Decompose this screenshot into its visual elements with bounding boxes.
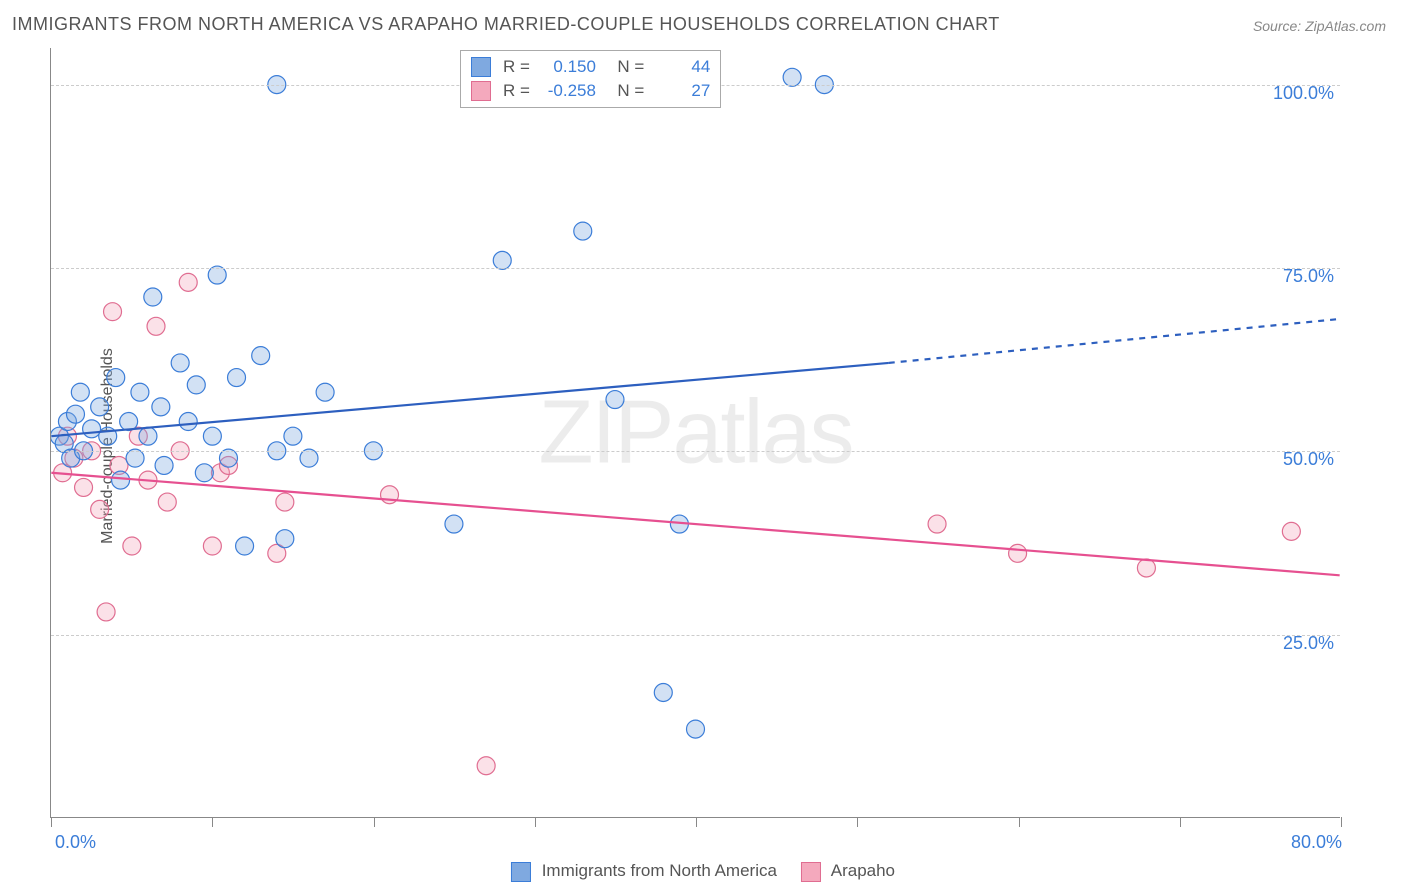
y-tick-label: 50.0% <box>1283 449 1334 470</box>
r-value-arapaho: -0.258 <box>536 81 596 101</box>
swatch-immigrants-icon <box>471 57 491 77</box>
watermark: ZIPatlas <box>538 381 852 484</box>
y-tick-label: 75.0% <box>1283 266 1334 287</box>
legend-label-arapaho: Arapaho <box>831 861 895 880</box>
swatch-arapaho-icon <box>471 81 491 101</box>
source-value: ZipAtlas.com <box>1305 18 1386 34</box>
swatch-immigrants-icon <box>511 862 531 882</box>
correlation-legend: R = 0.150 N = 44 R = -0.258 N = 27 <box>460 50 721 108</box>
n-label: N = <box>617 57 644 77</box>
y-tick-label: 25.0% <box>1283 633 1334 654</box>
legend-label-immigrants: Immigrants from North America <box>542 861 777 880</box>
y-tick-label: 100.0% <box>1273 83 1334 104</box>
correlation-row-immigrants: R = 0.150 N = 44 <box>471 55 710 79</box>
chart-title: IMMIGRANTS FROM NORTH AMERICA VS ARAPAHO… <box>12 14 1000 35</box>
r-value-immigrants: 0.150 <box>536 57 596 77</box>
plot-area: ZIPatlas 25.0%50.0%75.0%100.0%0.0%80.0% <box>50 48 1340 818</box>
x-tick-label: 0.0% <box>55 832 96 853</box>
correlation-row-arapaho: R = -0.258 N = 27 <box>471 79 710 103</box>
r-label: R = <box>503 81 530 101</box>
x-tick-label: 80.0% <box>1291 832 1342 853</box>
series-legend: Immigrants from North America Arapaho <box>511 861 895 882</box>
chart-container: IMMIGRANTS FROM NORTH AMERICA VS ARAPAHO… <box>0 0 1406 892</box>
r-label: R = <box>503 57 530 77</box>
n-value-arapaho: 27 <box>650 81 710 101</box>
watermark-text: ZIPatlas <box>538 382 852 482</box>
source-attribution: Source: ZipAtlas.com <box>1253 18 1386 34</box>
n-value-immigrants: 44 <box>650 57 710 77</box>
svg-layer <box>51 48 1340 817</box>
legend-item-arapaho: Arapaho <box>801 861 895 882</box>
source-label: Source: <box>1253 18 1305 34</box>
swatch-arapaho-icon <box>801 862 821 882</box>
n-label: N = <box>617 81 644 101</box>
legend-item-immigrants: Immigrants from North America <box>511 861 777 882</box>
